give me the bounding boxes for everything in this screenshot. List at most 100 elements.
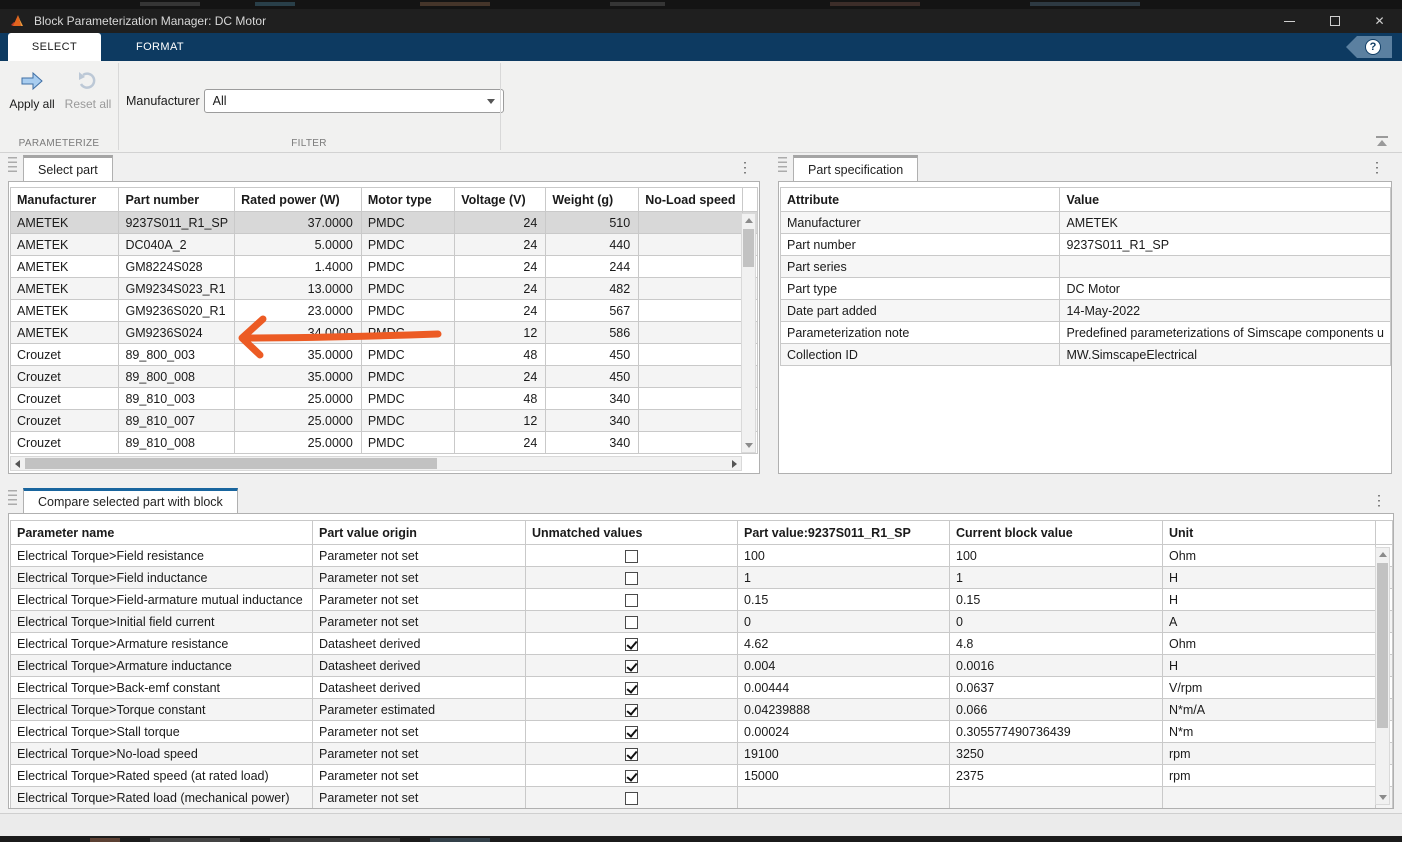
unmatched-checkbox[interactable] (625, 704, 638, 717)
table-row[interactable]: AMETEK9237S011_R1_SP37.0000PMDC24510 (11, 212, 758, 234)
close-button[interactable]: ✕ (1357, 9, 1402, 33)
cell[interactable] (639, 256, 742, 278)
manufacturer-dropdown[interactable]: All (204, 89, 504, 113)
unmatched-checkbox[interactable] (625, 792, 638, 805)
maximize-button[interactable] (1312, 9, 1357, 33)
table-row[interactable]: AMETEKGM9236S02434.0000PMDC12586 (11, 322, 758, 344)
panel-grip-icon[interactable] (778, 157, 787, 173)
cell[interactable]: 510 (546, 212, 639, 234)
cell[interactable]: Crouzet (11, 388, 119, 410)
cell[interactable]: 35.0000 (235, 366, 362, 388)
cell[interactable]: AMETEK (11, 278, 119, 300)
cell[interactable]: AMETEK (11, 234, 119, 256)
cell[interactable]: 24 (455, 256, 546, 278)
panel-grip-icon[interactable] (8, 490, 17, 506)
part-specification-tab[interactable]: Part specification (793, 155, 918, 181)
cell[interactable]: 12 (455, 410, 546, 432)
cell[interactable]: 25.0000 (235, 388, 362, 410)
cell[interactable]: GM9236S020_R1 (119, 300, 235, 322)
unmatched-checkbox[interactable] (625, 748, 638, 761)
reset-all-button[interactable]: Reset all (62, 71, 114, 111)
cell[interactable] (639, 278, 742, 300)
minimize-button[interactable] (1267, 9, 1312, 33)
tab-format[interactable]: FORMAT (101, 33, 219, 61)
panel-menu-icon[interactable]: ⋮ (1372, 493, 1386, 507)
cell[interactable]: Crouzet (11, 344, 119, 366)
panel-menu-icon[interactable]: ⋮ (738, 160, 752, 174)
cell[interactable]: 35.0000 (235, 344, 362, 366)
cell[interactable]: 24 (455, 278, 546, 300)
cell[interactable]: 5.0000 (235, 234, 362, 256)
cell[interactable] (639, 432, 742, 454)
cell[interactable]: 24 (455, 366, 546, 388)
table-row[interactable]: Crouzet89_810_00825.0000PMDC24340 (11, 432, 758, 454)
unmatched-checkbox[interactable] (625, 726, 638, 739)
cell[interactable]: PMDC (361, 322, 454, 344)
cell[interactable]: PMDC (361, 234, 454, 256)
cell[interactable]: 340 (546, 410, 639, 432)
cell[interactable]: 340 (546, 388, 639, 410)
scroll-left-button[interactable] (11, 457, 24, 470)
cell[interactable]: 37.0000 (235, 212, 362, 234)
cell[interactable]: PMDC (361, 410, 454, 432)
unmatched-checkbox[interactable] (625, 682, 638, 695)
scroll-down-button[interactable] (1376, 791, 1389, 804)
cell[interactable]: GM9236S024 (119, 322, 235, 344)
scroll-thumb[interactable] (743, 229, 754, 267)
panel-grip-icon[interactable] (8, 157, 17, 173)
cell[interactable]: 482 (546, 278, 639, 300)
cell[interactable]: GM8224S028 (119, 256, 235, 278)
cell[interactable]: 48 (455, 388, 546, 410)
unmatched-checkbox[interactable] (625, 660, 638, 673)
panel-menu-icon[interactable]: ⋮ (1370, 160, 1384, 174)
cell[interactable]: 567 (546, 300, 639, 322)
apply-all-button[interactable]: Apply all (6, 71, 58, 111)
scroll-down-button[interactable] (742, 439, 755, 452)
cell[interactable]: 24 (455, 212, 546, 234)
cell[interactable]: PMDC (361, 278, 454, 300)
cell[interactable]: 24 (455, 300, 546, 322)
table-row[interactable]: Crouzet89_810_00725.0000PMDC12340 (11, 410, 758, 432)
table-row[interactable]: AMETEKGM8224S0281.4000PMDC24244 (11, 256, 758, 278)
cell[interactable]: 450 (546, 344, 639, 366)
table-row[interactable]: Crouzet89_800_00335.0000PMDC48450 (11, 344, 758, 366)
collapse-ribbon-button[interactable] (1376, 136, 1388, 146)
cell[interactable] (639, 388, 742, 410)
scroll-right-button[interactable] (728, 457, 741, 470)
tab-select[interactable]: SELECT (8, 33, 101, 61)
cell[interactable]: Crouzet (11, 366, 119, 388)
cell[interactable]: 244 (546, 256, 639, 278)
cell[interactable]: 48 (455, 344, 546, 366)
cell[interactable]: AMETEK (11, 256, 119, 278)
select-part-tab[interactable]: Select part (23, 155, 113, 181)
unmatched-checkbox[interactable] (625, 638, 638, 651)
cell[interactable]: AMETEK (11, 212, 119, 234)
cell[interactable]: 9237S011_R1_SP (119, 212, 235, 234)
cell[interactable]: 440 (546, 234, 639, 256)
cell[interactable]: Crouzet (11, 410, 119, 432)
cell[interactable]: PMDC (361, 344, 454, 366)
help-button[interactable]: ? (1346, 36, 1392, 58)
table-row[interactable]: AMETEKDC040A_25.0000PMDC24440 (11, 234, 758, 256)
table-row[interactable]: AMETEKGM9236S020_R123.0000PMDC24567 (11, 300, 758, 322)
cell[interactable]: GM9234S023_R1 (119, 278, 235, 300)
cell[interactable] (639, 300, 742, 322)
cell[interactable]: 25.0000 (235, 410, 362, 432)
cell[interactable]: 89_810_007 (119, 410, 235, 432)
cell[interactable]: 23.0000 (235, 300, 362, 322)
cell[interactable]: 450 (546, 366, 639, 388)
cell[interactable]: 34.0000 (235, 322, 362, 344)
table-row[interactable]: AMETEKGM9234S023_R113.0000PMDC24482 (11, 278, 758, 300)
cell[interactable] (639, 322, 742, 344)
cell[interactable]: AMETEK (11, 322, 119, 344)
cell[interactable] (639, 234, 742, 256)
cell[interactable]: PMDC (361, 256, 454, 278)
unmatched-checkbox[interactable] (625, 550, 638, 563)
scroll-thumb[interactable] (25, 458, 437, 469)
compare-vertical-scrollbar[interactable] (1375, 547, 1390, 805)
cell[interactable]: PMDC (361, 366, 454, 388)
cell[interactable]: 89_810_008 (119, 432, 235, 454)
cell[interactable]: 13.0000 (235, 278, 362, 300)
cell[interactable]: 24 (455, 234, 546, 256)
table-row[interactable]: Crouzet89_810_00325.0000PMDC48340 (11, 388, 758, 410)
